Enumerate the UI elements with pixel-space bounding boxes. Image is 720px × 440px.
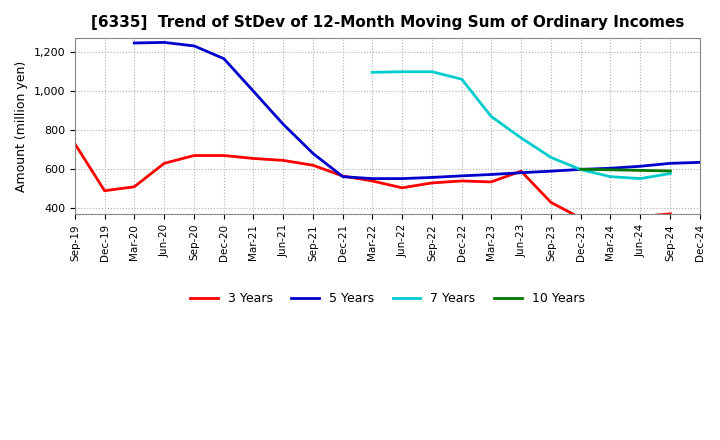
Title: [6335]  Trend of StDev of 12-Month Moving Sum of Ordinary Incomes: [6335] Trend of StDev of 12-Month Moving…	[91, 15, 684, 30]
Legend: 3 Years, 5 Years, 7 Years, 10 Years: 3 Years, 5 Years, 7 Years, 10 Years	[185, 287, 590, 310]
Y-axis label: Amount (million yen): Amount (million yen)	[15, 61, 28, 192]
